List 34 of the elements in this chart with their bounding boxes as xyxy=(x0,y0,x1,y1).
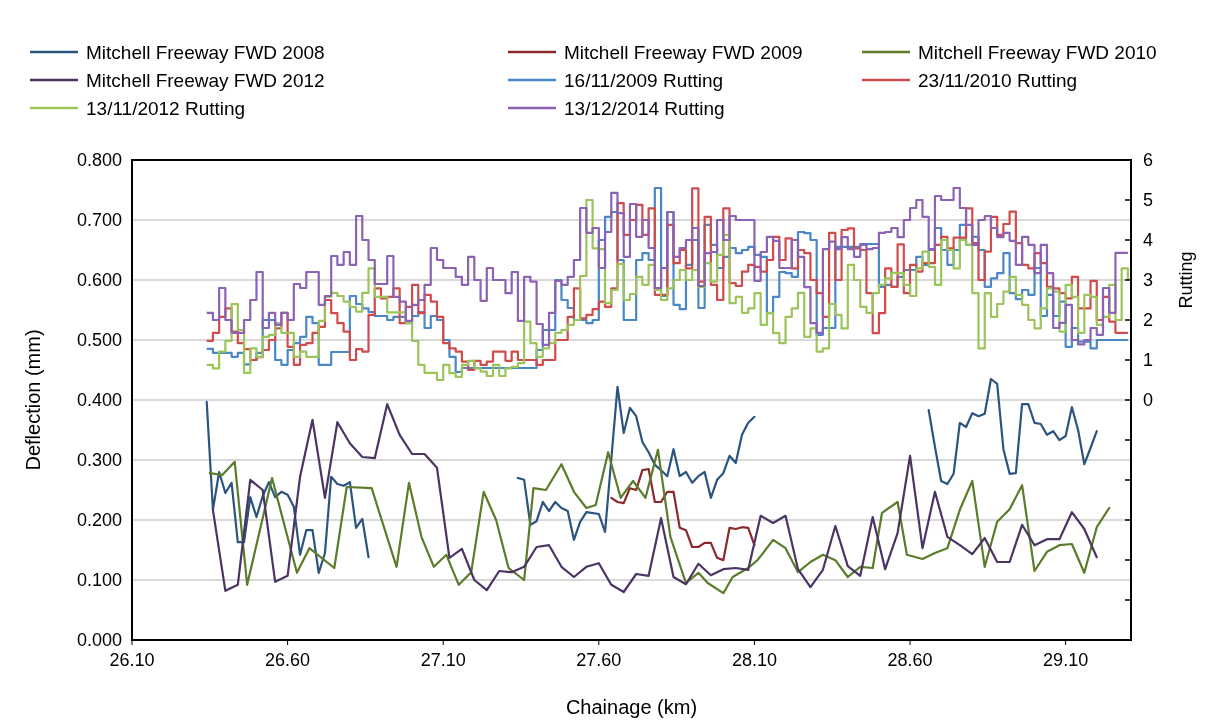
y2-axis-title: Rutting xyxy=(1176,251,1196,309)
y-tick-label: 0.000 xyxy=(76,630,122,650)
y2-tick-label: 5 xyxy=(1143,190,1154,210)
y-tick-label: 0.700 xyxy=(76,210,122,230)
legend-label: 13/12/2014 Rutting xyxy=(564,98,725,119)
x-tick-label: 29.10 xyxy=(1043,650,1089,670)
y2-tick-label: 3 xyxy=(1143,270,1154,290)
y2-tick-label: 1 xyxy=(1143,350,1154,370)
y2-tick-label: 2 xyxy=(1143,310,1154,330)
y-axis-title: Deflection (mm) xyxy=(22,329,44,471)
y-tick-label: 0.100 xyxy=(76,570,122,590)
x-tick-label: 26.10 xyxy=(109,650,155,670)
legend-label: Mitchell Freeway FWD 2008 xyxy=(86,42,325,63)
y-tick-label: 0.400 xyxy=(76,390,122,410)
x-tick-label: 26.60 xyxy=(265,650,311,670)
y2-tick-label: 0 xyxy=(1143,390,1154,410)
y-tick-label: 0.200 xyxy=(76,510,122,530)
x-tick-label: 27.60 xyxy=(576,650,622,670)
y-tick-label: 0.300 xyxy=(76,450,122,470)
x-axis-title: Chainage (km) xyxy=(565,696,698,718)
legend-label: Mitchell Freeway FWD 2009 xyxy=(564,42,803,63)
y-tick-label: 0.800 xyxy=(76,150,122,170)
y-tick-label: 0.500 xyxy=(76,330,122,350)
legend-label: 16/11/2009 Rutting xyxy=(564,70,724,91)
legend-label: 13/11/2012 Rutting xyxy=(86,98,246,119)
x-tick-label: 28.10 xyxy=(731,650,777,670)
legend-label: Mitchell Freeway FWD 2012 xyxy=(86,70,325,91)
y2-tick-label: 4 xyxy=(1143,230,1154,250)
y2-tick-label: 6 xyxy=(1143,150,1154,170)
x-tick-label: 28.60 xyxy=(887,650,933,670)
x-tick-label: 27.10 xyxy=(420,650,466,670)
legend-label: Mitchell Freeway FWD 2010 xyxy=(918,42,1157,63)
legend-label: 23/11/2010 Rutting xyxy=(918,70,1078,91)
y-tick-label: 0.600 xyxy=(76,270,122,290)
